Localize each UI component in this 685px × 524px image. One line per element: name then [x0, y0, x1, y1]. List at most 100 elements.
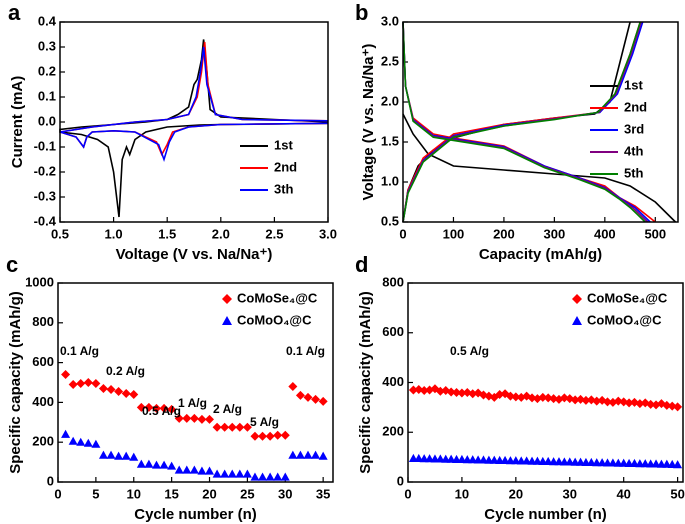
x-tick-label: 10 [127, 486, 141, 501]
point [288, 381, 298, 391]
y-tick-label: 200 [382, 424, 404, 439]
x-tick-label: 1.5 [158, 226, 176, 241]
point [167, 461, 177, 470]
x-tick-label: 30 [278, 486, 292, 501]
point [303, 450, 313, 459]
series-line [59, 46, 329, 163]
point [235, 469, 245, 478]
annotation: 0.2 A/g [106, 364, 145, 378]
legend-label: CoMoO₄@C [237, 312, 312, 327]
point [511, 392, 521, 402]
plot-frame [402, 21, 679, 223]
point [197, 414, 207, 424]
x-tick-label: 1.0 [105, 226, 123, 241]
point [549, 394, 559, 404]
point [151, 403, 161, 413]
point [250, 472, 260, 481]
point [570, 395, 580, 405]
legend-swatch [572, 294, 582, 304]
annotation: 2 A/g [213, 402, 242, 416]
y-tick-label: 0.4 [38, 13, 57, 28]
legend-label: CoMoO₄@C [587, 312, 662, 327]
x-tick-label: 20 [509, 486, 523, 501]
point [182, 465, 192, 474]
point [220, 469, 230, 478]
point [624, 398, 634, 408]
y-tick-label: 1.0 [381, 173, 399, 188]
x-tick-label: 200 [493, 226, 515, 241]
point [205, 414, 215, 424]
point [527, 393, 537, 403]
x-tick-label: 30 [563, 486, 577, 501]
y-tick-label: 0.5 [381, 213, 399, 228]
point [212, 469, 222, 478]
point [227, 422, 237, 432]
point [159, 403, 169, 413]
annotation: 0.5 A/g [450, 344, 489, 358]
point [91, 378, 101, 388]
x-tick-label: 0 [404, 486, 411, 501]
y-tick-label: 800 [382, 274, 404, 289]
point [505, 391, 515, 401]
panel-label: c [6, 252, 18, 277]
panel-label: a [8, 0, 21, 25]
panel-label: b [355, 0, 368, 25]
point [61, 370, 71, 380]
x-tick-label: 100 [443, 226, 465, 241]
point [603, 397, 613, 407]
point [446, 387, 456, 397]
annotation: 1 A/g [178, 396, 207, 410]
point [280, 430, 290, 440]
y-tick-label: 1000 [25, 274, 54, 289]
legend-label: 2nd [624, 99, 647, 114]
y-tick-label: 2.0 [381, 93, 399, 108]
y-tick-label: 400 [382, 374, 404, 389]
y-tick-label: -0.3 [34, 188, 56, 203]
plot-frame [407, 282, 684, 483]
point [581, 395, 591, 405]
legend-label: 4th [624, 143, 644, 158]
point [144, 459, 154, 468]
x-axis-label: Capacity (mAh/g) [479, 246, 602, 263]
point [265, 472, 275, 481]
point [543, 393, 553, 403]
annotation: 0.1 A/g [286, 344, 325, 358]
y-tick-label: -0.2 [34, 163, 56, 178]
point [91, 439, 101, 448]
point [273, 472, 283, 481]
annotation: 5 A/g [250, 415, 279, 429]
x-tick-label: 10 [455, 486, 469, 501]
point [318, 451, 328, 460]
point [106, 450, 116, 459]
y-tick-label: 400 [32, 394, 54, 409]
point [227, 469, 237, 478]
point [435, 386, 445, 396]
x-tick-label: 20 [202, 486, 216, 501]
legend-label: 5th [624, 165, 644, 180]
point [189, 465, 199, 474]
x-tick-label: 40 [616, 486, 630, 501]
point [76, 378, 86, 388]
point [295, 450, 305, 459]
x-tick-label: 25 [240, 486, 254, 501]
point [129, 452, 139, 461]
point [129, 389, 139, 399]
series-line [402, 21, 646, 223]
x-tick-label: 400 [594, 226, 616, 241]
point [311, 394, 321, 404]
point [495, 389, 505, 399]
point [457, 388, 467, 398]
x-tick-label: 50 [670, 486, 684, 501]
point [136, 402, 146, 412]
point [250, 431, 260, 441]
point [212, 422, 222, 432]
point [673, 402, 683, 412]
point [98, 383, 108, 393]
legend-swatch [222, 316, 232, 325]
point [242, 422, 252, 432]
x-axis-label: Cycle number (n) [484, 506, 607, 523]
point [273, 430, 283, 440]
point [673, 460, 683, 469]
y-tick-label: 800 [32, 314, 54, 329]
